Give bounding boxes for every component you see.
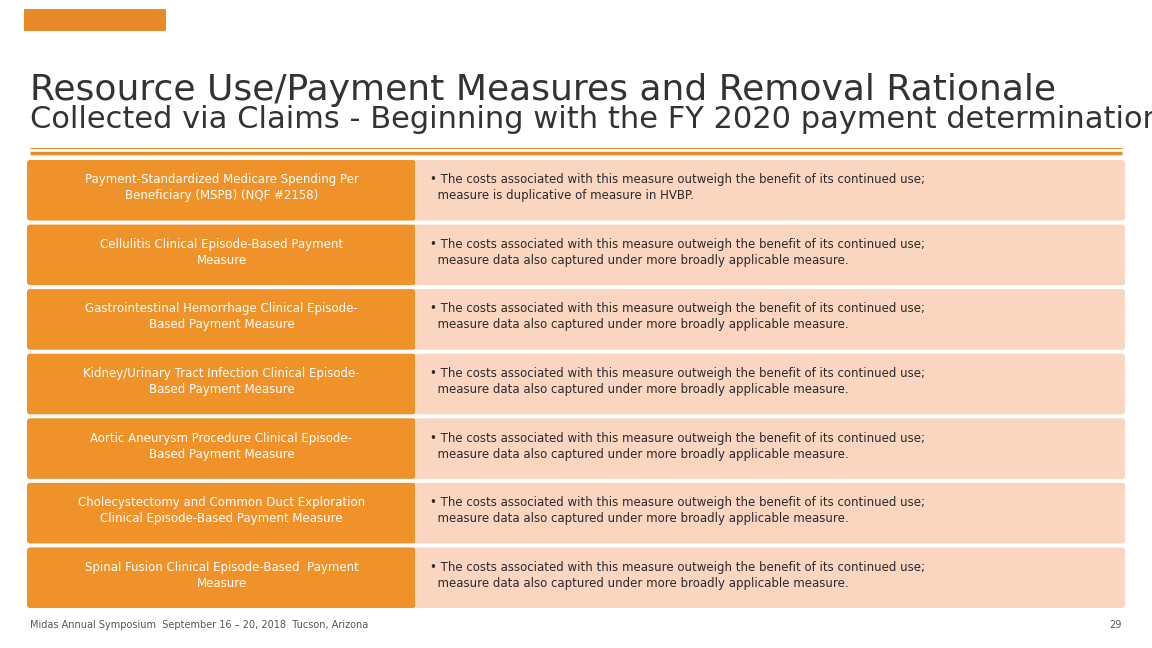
Text: Cellulitis Clinical Episode-Based Payment
Measure: Cellulitis Clinical Episode-Based Paymen… bbox=[100, 238, 343, 267]
Text: Collected via Claims - Beginning with the FY 2020 payment determination: Collected via Claims - Beginning with th… bbox=[30, 105, 1152, 134]
Text: Aortic Aneurysm Procedure Clinical Episode-
Based Payment Measure: Aortic Aneurysm Procedure Clinical Episo… bbox=[91, 432, 353, 461]
FancyBboxPatch shape bbox=[415, 419, 1126, 479]
FancyBboxPatch shape bbox=[26, 419, 416, 479]
FancyBboxPatch shape bbox=[415, 289, 1126, 350]
FancyBboxPatch shape bbox=[415, 225, 1126, 285]
Text: • The costs associated with this measure outweigh the benefit of its continued u: • The costs associated with this measure… bbox=[430, 367, 925, 396]
Text: Resource Use/Payment Measures and Removal Rationale: Resource Use/Payment Measures and Remova… bbox=[30, 73, 1056, 107]
FancyBboxPatch shape bbox=[24, 9, 166, 31]
Text: • The costs associated with this measure outweigh the benefit of its continued u: • The costs associated with this measure… bbox=[430, 496, 925, 525]
Text: • The costs associated with this measure outweigh the benefit of its continued u: • The costs associated with this measure… bbox=[430, 238, 925, 267]
FancyBboxPatch shape bbox=[415, 548, 1126, 608]
Text: Kidney/Urinary Tract Infection Clinical Episode-
Based Payment Measure: Kidney/Urinary Tract Infection Clinical … bbox=[83, 367, 359, 396]
Text: Gastrointestinal Hemorrhage Clinical Episode-
Based Payment Measure: Gastrointestinal Hemorrhage Clinical Epi… bbox=[85, 303, 358, 331]
Text: 29: 29 bbox=[1109, 620, 1122, 630]
FancyBboxPatch shape bbox=[415, 160, 1126, 220]
Text: • The costs associated with this measure outweigh the benefit of its continued u: • The costs associated with this measure… bbox=[430, 303, 925, 331]
FancyBboxPatch shape bbox=[26, 548, 416, 608]
FancyBboxPatch shape bbox=[26, 225, 416, 285]
Text: Payment-Standardized Medicare Spending Per
Beneficiary (MSPB) (NQF #2158): Payment-Standardized Medicare Spending P… bbox=[84, 173, 358, 202]
Text: • The costs associated with this measure outweigh the benefit of its continued u: • The costs associated with this measure… bbox=[430, 432, 925, 461]
Text: • The costs associated with this measure outweigh the benefit of its continued u: • The costs associated with this measure… bbox=[430, 173, 925, 202]
FancyBboxPatch shape bbox=[26, 483, 416, 544]
Text: • The costs associated with this measure outweigh the benefit of its continued u: • The costs associated with this measure… bbox=[430, 561, 925, 590]
Text: Spinal Fusion Clinical Episode-Based  Payment
Measure: Spinal Fusion Clinical Episode-Based Pay… bbox=[84, 561, 358, 590]
FancyBboxPatch shape bbox=[26, 160, 416, 220]
Text: Cholecystectomy and Common Duct Exploration
Clinical Episode-Based Payment Measu: Cholecystectomy and Common Duct Explorat… bbox=[78, 496, 365, 525]
FancyBboxPatch shape bbox=[26, 354, 416, 414]
Text: Midas Annual Symposium  September 16 – 20, 2018  Tucson, Arizona: Midas Annual Symposium September 16 – 20… bbox=[30, 620, 369, 630]
FancyBboxPatch shape bbox=[415, 354, 1126, 414]
FancyBboxPatch shape bbox=[26, 289, 416, 350]
FancyBboxPatch shape bbox=[415, 483, 1126, 544]
